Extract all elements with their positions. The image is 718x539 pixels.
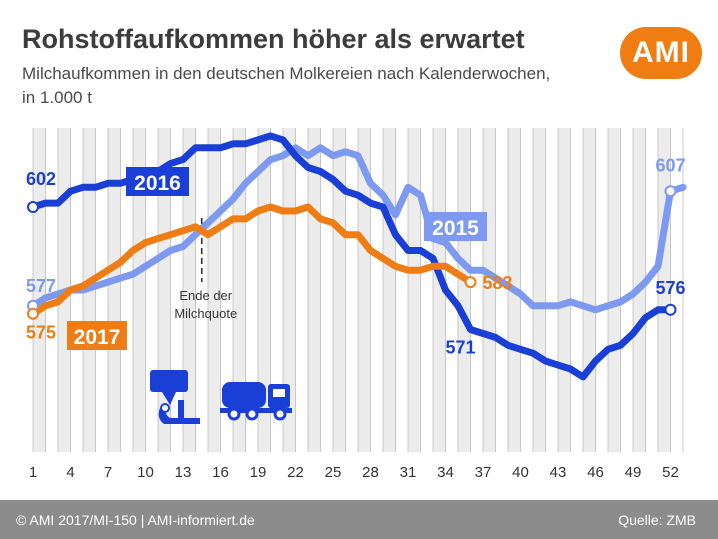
chart-title: Rohstoffaufkommen höher als erwartet xyxy=(22,24,525,54)
x-tick-label: 28 xyxy=(362,464,379,481)
series-line-2015 xyxy=(29,144,687,314)
milk-collection-icon xyxy=(150,370,200,424)
x-tick-label: 43 xyxy=(550,464,567,481)
series-badge-text: 2017 xyxy=(74,326,121,349)
decorative-icons xyxy=(150,370,292,424)
grid-band xyxy=(483,128,496,452)
annotation-text-line-1: Ende der xyxy=(179,288,232,303)
x-tick-label: 10 xyxy=(137,464,154,481)
footer: © AMI 2017/MI-150 | AMI-informiert.de Qu… xyxy=(0,500,718,539)
grid-band xyxy=(383,128,396,452)
grid-band xyxy=(133,128,146,452)
mid-value-label-2016: 571 xyxy=(445,338,475,358)
x-axis-ticks: 1 4 7 10 13 16 19 22 25 28 31 34 37 40 43 46 49 52 xyxy=(29,464,679,481)
grid-band xyxy=(208,128,221,452)
grid-band xyxy=(558,128,571,452)
start-value-label-2016: 602 xyxy=(26,169,56,189)
start-value-label-2017: 575 xyxy=(26,323,56,343)
x-tick-label: 31 xyxy=(400,464,417,481)
footer-copyright: © AMI 2017/MI-150 | AMI-informiert.de xyxy=(16,512,255,528)
x-tick-label: 49 xyxy=(625,464,642,481)
grid-band xyxy=(533,128,546,452)
series-end-marker-2017 xyxy=(464,276,477,289)
footer-source: Quelle: ZMB xyxy=(618,512,696,528)
ami-logo: AMI xyxy=(620,27,702,79)
series-badge-2016: 2016 xyxy=(126,167,189,196)
series-labels: 602 577 575 576 607 583 571 2016 2015 2017 xyxy=(26,155,686,357)
x-tick-label: 4 xyxy=(66,464,74,481)
x-tick-label: 16 xyxy=(212,464,229,481)
x-tick-label: 1 xyxy=(29,464,37,481)
series-badge-2017: 2017 xyxy=(67,321,127,350)
grid-band xyxy=(333,128,346,452)
x-tick-label: 46 xyxy=(587,464,604,481)
subtitle-line-2: in 1.000 t xyxy=(22,88,92,107)
grid-band xyxy=(458,128,471,452)
subtitle-line-1: Milchaufkommen in den deutschen Molkerei… xyxy=(22,64,551,83)
series-badge-text: 2016 xyxy=(134,172,181,195)
x-tick-label: 37 xyxy=(475,464,492,481)
x-tick-label: 40 xyxy=(512,464,529,481)
end-value-label-2015: 607 xyxy=(655,155,685,175)
x-tick-label: 34 xyxy=(437,464,454,481)
series-badge-bg xyxy=(126,167,189,196)
series-end-marker-2015 xyxy=(664,185,677,198)
x-tick-label: 52 xyxy=(662,464,679,481)
grid-band xyxy=(408,128,421,452)
milk-truck-icon xyxy=(220,382,292,421)
start-value-label-2015: 577 xyxy=(26,276,56,296)
grid-bands xyxy=(33,128,671,452)
grid-band xyxy=(583,128,596,452)
series-badge-2015: 2015 xyxy=(424,212,487,241)
series-badge-bg xyxy=(67,321,127,350)
line-chart: Ende der Milchquote 602 577 575 576 607 583 571… xyxy=(26,128,687,481)
series-start-marker-2017 xyxy=(27,307,39,320)
grid-band xyxy=(308,128,321,452)
grid-band xyxy=(108,128,121,452)
series-badge-bg xyxy=(424,212,487,241)
x-tick-label: 19 xyxy=(250,464,267,481)
chart-subtitle: Milchaufkommen in den deutschen Molkerei… xyxy=(22,62,550,110)
series-end-marker-2016 xyxy=(664,303,677,316)
annotation-text-line-2: Milchquote xyxy=(174,306,237,321)
grid-band xyxy=(233,128,246,452)
series-start-marker-2016 xyxy=(27,201,39,214)
grid-band xyxy=(433,128,446,452)
series-line-2017 xyxy=(29,203,474,318)
grid-band xyxy=(358,128,371,452)
x-tick-label: 25 xyxy=(325,464,342,481)
end-value-label-2017: 583 xyxy=(483,273,513,293)
end-value-label-2016: 576 xyxy=(655,278,685,298)
x-tick-label: 22 xyxy=(287,464,304,481)
grid-band xyxy=(608,128,621,452)
x-tick-label: 13 xyxy=(175,464,192,481)
milk-quota-annotation: Ende der Milchquote xyxy=(174,218,237,321)
series-badge-text: 2015 xyxy=(432,217,479,240)
x-tick-label: 7 xyxy=(104,464,112,481)
